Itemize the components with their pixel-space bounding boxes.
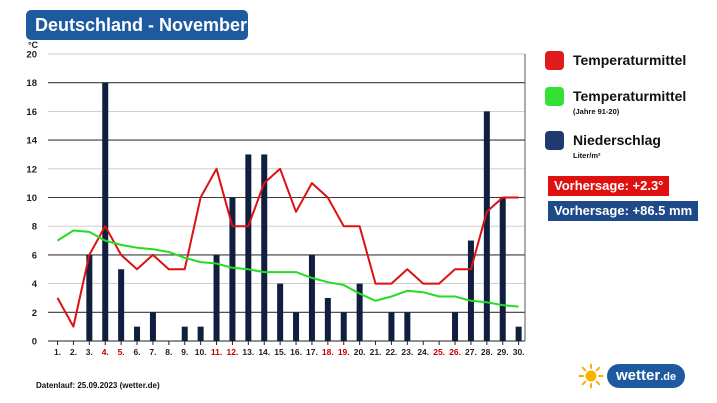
legend-label-temperature: Temperaturmittel	[573, 52, 687, 68]
precipitation-bar	[277, 283, 284, 341]
legend-swatch-temperature	[545, 51, 564, 70]
logo-tld: .de	[660, 371, 677, 383]
x-tick-label: 27.	[465, 347, 477, 357]
x-tick-label: 23.	[401, 347, 413, 357]
x-tick-label: 10.	[195, 347, 207, 357]
precipitation-bar	[388, 312, 395, 341]
temperature-line	[56, 167, 519, 328]
logo-text: wetter	[616, 367, 661, 384]
y-tick-label: 0	[32, 337, 37, 348]
x-tick-label: 22.	[386, 347, 398, 357]
y-tick-label: 6	[32, 250, 37, 261]
x-tick-label: 1.	[54, 347, 61, 357]
x-tick-label: 16.	[290, 347, 302, 357]
y-tick-label: 12	[26, 164, 37, 175]
precipitation-bar	[261, 154, 268, 341]
forecast-temperature-badge: Vorhersage: +2.3°	[548, 176, 670, 196]
temperature-normal-line	[56, 229, 519, 308]
sun-icon	[578, 363, 604, 389]
y-tick-label: 16	[26, 107, 37, 118]
precipitation-bar	[324, 297, 331, 341]
y-tick-label: 18	[26, 78, 37, 89]
y-tick-label: 10	[26, 193, 37, 204]
precipitation-bar	[181, 326, 188, 341]
precipitation-bar	[102, 82, 109, 341]
x-tick-label: 18.	[322, 347, 334, 357]
x-tick-label: 15.	[274, 347, 286, 357]
precipitation-bar	[356, 283, 363, 341]
x-tick-label: 2.	[70, 347, 77, 357]
x-tick-label: 17.	[306, 347, 318, 357]
x-tick-label: 25.	[433, 347, 445, 357]
y-tick-label: 8	[32, 222, 37, 233]
x-tick-label: 24.	[417, 347, 429, 357]
precipitation-bar	[483, 111, 490, 342]
y-tick-label: 20	[26, 50, 37, 61]
precipitation-bar	[499, 197, 506, 341]
wetter-logo[interactable]: wetter.de	[578, 363, 686, 389]
precipitation-bar	[308, 254, 315, 341]
precipitation-bar	[118, 269, 125, 341]
precipitation-bar	[213, 254, 220, 341]
precipitation-bar	[340, 312, 347, 341]
precipitation-bar	[293, 312, 300, 341]
legend-item-precipitation: Niederschlag Liter/m²	[545, 131, 661, 160]
x-tick-label: 5.	[118, 347, 125, 357]
chart-title-box: Deutschland - November	[26, 10, 248, 40]
chart-title: Deutschland - November	[35, 15, 248, 35]
x-tick-label: 26.	[449, 347, 461, 357]
y-unit-label: °C	[28, 40, 39, 50]
x-tick-label: 29.	[497, 347, 509, 357]
y-tick-label: 14	[26, 136, 37, 147]
x-tick-label: 6.	[133, 347, 140, 357]
precipitation-bar	[404, 312, 411, 341]
legend-swatch-temperature-normal	[545, 87, 564, 106]
precipitation-bar	[134, 326, 141, 341]
x-tick-label: 21.	[370, 347, 382, 357]
legend-sub-temperature-normal: (Jahre 91-20)	[573, 107, 620, 116]
x-tick-label: 7.	[149, 347, 156, 357]
x-tick-label: 12.	[227, 347, 239, 357]
x-tick-label: 20.	[354, 347, 366, 357]
logo-pill: wetter.de	[607, 364, 686, 388]
x-tick-label: 19.	[338, 347, 350, 357]
x-tick-label: 28.	[481, 347, 493, 357]
legend-label-precipitation: Niederschlag	[573, 132, 661, 148]
forecast-precipitation-badge: Vorhersage: +86.5 mm	[548, 201, 699, 221]
legend-label-temperature-normal: Temperaturmittel	[573, 88, 687, 104]
x-tick-label: 3.	[86, 347, 93, 357]
x-tick-label: 14.	[258, 347, 270, 357]
x-tick-label: 9.	[181, 347, 188, 357]
legend-item-temperature: Temperaturmittel	[545, 51, 686, 70]
x-tick-label: 13.	[242, 347, 254, 357]
precipitation-bar	[452, 312, 459, 341]
x-tick-label: 30.	[513, 347, 525, 357]
precipitation-bar	[467, 240, 474, 341]
data-run-footer: Datenlauf: 25.09.2023 (wetter.de)	[36, 381, 160, 390]
precipitation-bar	[229, 197, 236, 341]
forecast-precipitation-text: Vorhersage: +86.5 mm	[554, 203, 693, 218]
x-tick-label: 8.	[165, 347, 172, 357]
y-tick-label: 4	[32, 279, 38, 290]
x-tick-label: 4.	[102, 347, 109, 357]
legend-swatch-precipitation	[545, 131, 564, 150]
forecast-temperature-text: Vorhersage: +2.3°	[554, 178, 664, 193]
precipitation-bar	[245, 154, 252, 341]
precipitation-bar	[149, 312, 156, 341]
precipitation-bar	[197, 326, 204, 341]
x-tick-label: 11.	[211, 347, 222, 357]
legend-sub-precipitation: Liter/m²	[573, 151, 601, 160]
precipitation-bar	[515, 326, 522, 341]
y-tick-label: 2	[32, 308, 37, 319]
precipitation-bar	[86, 254, 93, 341]
legend-item-temperature-normal: Temperaturmittel (Jahre 91-20)	[545, 87, 686, 116]
